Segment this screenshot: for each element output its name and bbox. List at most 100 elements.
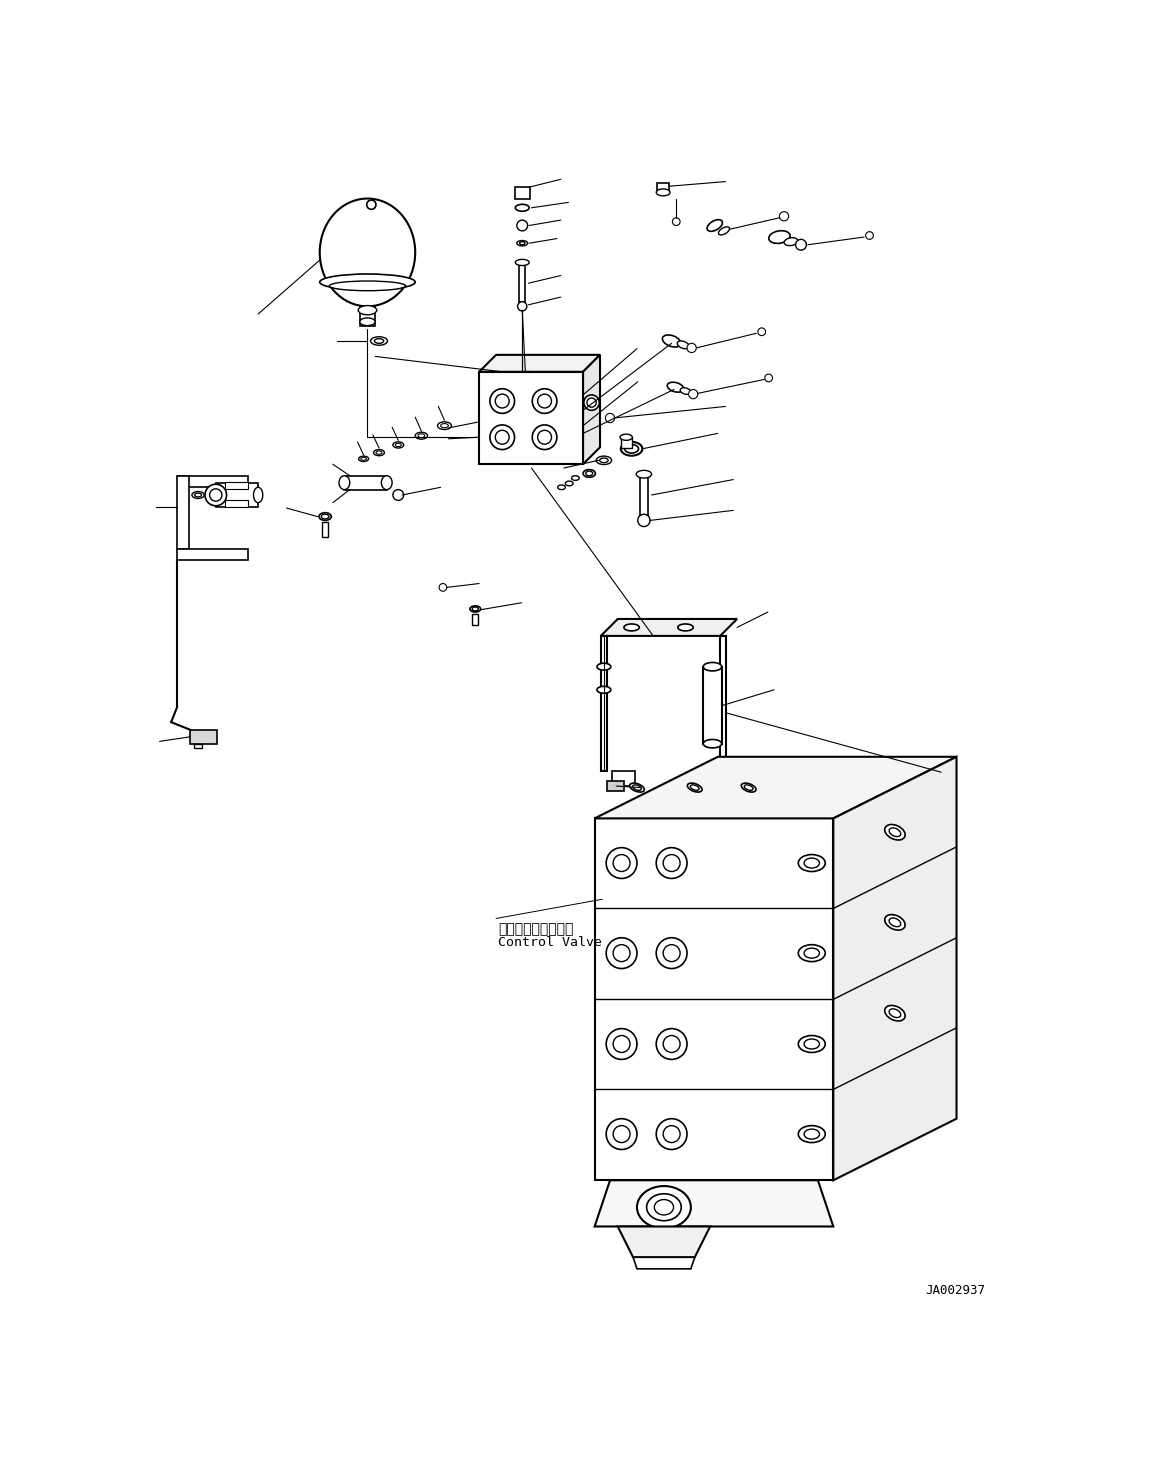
Ellipse shape: [192, 491, 204, 499]
Polygon shape: [600, 636, 607, 770]
Ellipse shape: [361, 458, 367, 461]
Ellipse shape: [889, 918, 901, 927]
Ellipse shape: [565, 481, 574, 485]
Ellipse shape: [330, 281, 405, 291]
Circle shape: [656, 1118, 687, 1149]
Ellipse shape: [621, 442, 642, 456]
Ellipse shape: [557, 485, 565, 490]
Bar: [216, 484, 258, 506]
Ellipse shape: [656, 189, 670, 196]
Polygon shape: [583, 355, 600, 465]
Circle shape: [866, 231, 873, 240]
Circle shape: [795, 240, 807, 250]
Bar: [657, 183, 670, 193]
Ellipse shape: [319, 273, 416, 289]
Ellipse shape: [805, 1039, 820, 1050]
Bar: [190, 730, 217, 744]
Bar: [621, 437, 632, 447]
Ellipse shape: [395, 443, 402, 446]
Circle shape: [779, 212, 788, 221]
Ellipse shape: [515, 259, 529, 266]
Circle shape: [605, 414, 614, 423]
Ellipse shape: [473, 607, 478, 611]
Ellipse shape: [625, 444, 639, 453]
Ellipse shape: [799, 1126, 825, 1143]
Circle shape: [688, 389, 698, 399]
Ellipse shape: [805, 858, 820, 868]
Ellipse shape: [586, 471, 593, 475]
Ellipse shape: [805, 1129, 820, 1139]
Bar: [519, 260, 525, 303]
Ellipse shape: [620, 434, 633, 440]
Ellipse shape: [583, 469, 596, 477]
Bar: [225, 482, 248, 488]
Polygon shape: [479, 371, 583, 465]
Circle shape: [613, 1035, 630, 1053]
Bar: [704, 667, 722, 744]
Circle shape: [663, 1126, 680, 1143]
Ellipse shape: [253, 487, 262, 503]
Ellipse shape: [319, 199, 416, 307]
Ellipse shape: [374, 449, 384, 456]
Circle shape: [663, 1035, 680, 1053]
Circle shape: [663, 855, 680, 871]
Ellipse shape: [596, 456, 612, 465]
Polygon shape: [720, 636, 727, 770]
Ellipse shape: [416, 433, 427, 439]
Ellipse shape: [322, 515, 329, 519]
Ellipse shape: [374, 339, 383, 344]
Text: JA002937: JA002937: [925, 1284, 986, 1297]
Ellipse shape: [376, 450, 382, 455]
Ellipse shape: [677, 341, 690, 349]
Circle shape: [490, 389, 514, 414]
Ellipse shape: [704, 740, 722, 749]
Polygon shape: [178, 475, 248, 487]
Polygon shape: [594, 757, 957, 819]
Ellipse shape: [441, 424, 448, 428]
Bar: [178, 548, 248, 560]
Ellipse shape: [885, 915, 906, 930]
Ellipse shape: [687, 784, 702, 792]
Circle shape: [367, 200, 376, 209]
Ellipse shape: [636, 471, 651, 478]
Circle shape: [532, 389, 557, 414]
Ellipse shape: [370, 336, 388, 345]
Ellipse shape: [392, 442, 404, 447]
Ellipse shape: [799, 855, 825, 871]
Text: Control Valve: Control Valve: [498, 936, 603, 949]
Bar: [225, 500, 248, 507]
Ellipse shape: [769, 231, 791, 243]
Circle shape: [587, 398, 596, 408]
Circle shape: [538, 430, 551, 444]
Circle shape: [656, 1029, 687, 1060]
Ellipse shape: [515, 205, 529, 211]
Ellipse shape: [520, 241, 525, 244]
Bar: [607, 781, 623, 791]
Ellipse shape: [623, 624, 640, 632]
Circle shape: [606, 937, 637, 968]
Bar: [360, 307, 375, 326]
Ellipse shape: [597, 664, 611, 670]
Polygon shape: [633, 1257, 694, 1269]
Ellipse shape: [704, 662, 722, 671]
Ellipse shape: [319, 513, 331, 520]
Ellipse shape: [599, 458, 608, 462]
Circle shape: [210, 488, 222, 501]
Circle shape: [765, 374, 772, 382]
Ellipse shape: [597, 686, 611, 693]
Circle shape: [392, 490, 404, 500]
Circle shape: [496, 395, 510, 408]
Circle shape: [687, 344, 697, 352]
Circle shape: [538, 395, 551, 408]
Ellipse shape: [637, 1186, 691, 1228]
Ellipse shape: [195, 493, 202, 497]
Ellipse shape: [741, 784, 756, 792]
Ellipse shape: [744, 785, 753, 791]
Ellipse shape: [680, 387, 691, 395]
Bar: [322, 522, 329, 538]
Polygon shape: [594, 1180, 834, 1227]
Circle shape: [613, 1126, 630, 1143]
Ellipse shape: [691, 785, 699, 791]
Circle shape: [758, 327, 765, 336]
Ellipse shape: [799, 1035, 825, 1053]
